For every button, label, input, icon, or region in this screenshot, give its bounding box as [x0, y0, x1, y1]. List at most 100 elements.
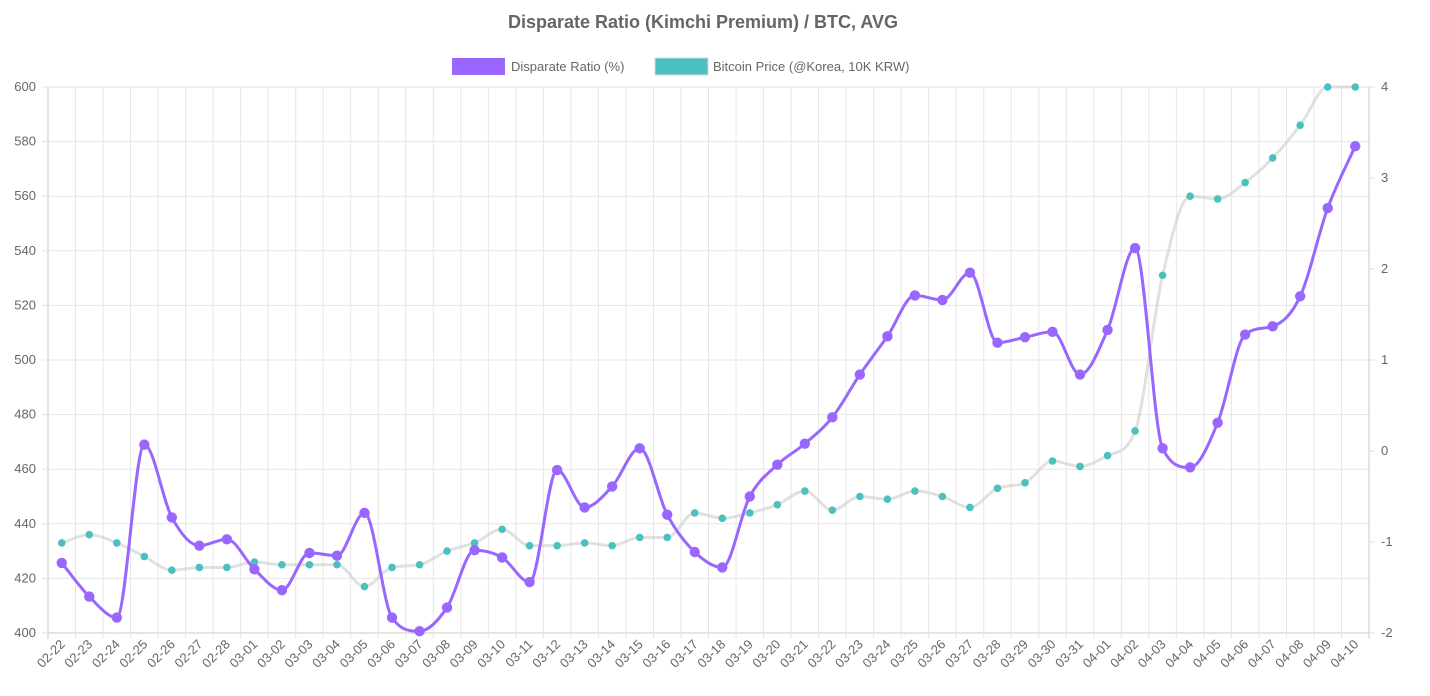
- data-point[interactable]: [1184, 462, 1196, 473]
- data-point[interactable]: [1322, 202, 1333, 214]
- data-point[interactable]: [168, 566, 176, 575]
- data-point[interactable]: [1267, 321, 1278, 332]
- data-point[interactable]: [1296, 121, 1304, 130]
- data-point[interactable]: [1239, 329, 1251, 340]
- data-point[interactable]: [304, 547, 315, 559]
- data-point[interactable]: [1212, 417, 1223, 428]
- data-point[interactable]: [966, 503, 974, 512]
- data-point[interactable]: [1103, 451, 1112, 460]
- legend-item-bitcoin-price[interactable]: Bitcoin Price (@Korea, 10K KRW): [654, 57, 909, 76]
- legend-swatch-bitcoin-price: [654, 57, 709, 76]
- data-point[interactable]: [386, 612, 398, 623]
- data-point[interactable]: [1129, 242, 1141, 254]
- data-point[interactable]: [689, 546, 700, 558]
- data-point[interactable]: [415, 560, 424, 569]
- data-point[interactable]: [195, 563, 204, 572]
- data-point[interactable]: [1021, 479, 1029, 487]
- data-point[interactable]: [388, 563, 396, 572]
- data-point[interactable]: [827, 412, 838, 423]
- data-point[interactable]: [1047, 326, 1058, 337]
- data-point[interactable]: [773, 500, 782, 509]
- data-point[interactable]: [166, 512, 178, 523]
- data-point[interactable]: [580, 539, 589, 547]
- data-point[interactable]: [911, 487, 919, 495]
- data-point[interactable]: [1157, 443, 1168, 454]
- data-point[interactable]: [717, 562, 728, 573]
- data-point[interactable]: [525, 541, 534, 550]
- data-point[interactable]: [1351, 83, 1360, 91]
- data-point[interactable]: [690, 509, 699, 517]
- data-point[interactable]: [1076, 462, 1084, 471]
- data-point[interactable]: [470, 539, 479, 547]
- data-point[interactable]: [801, 487, 809, 495]
- data-point[interactable]: [85, 530, 94, 539]
- data-point[interactable]: [249, 564, 260, 575]
- data-point[interactable]: [662, 509, 673, 520]
- data-point[interactable]: [856, 492, 864, 501]
- data-point[interactable]: [276, 585, 288, 596]
- data-point[interactable]: [414, 625, 425, 637]
- data-point[interactable]: [938, 492, 947, 501]
- data-point[interactable]: [854, 369, 866, 380]
- data-point[interactable]: [606, 481, 618, 492]
- data-point[interactable]: [1102, 324, 1113, 336]
- data-point[interactable]: [359, 507, 370, 519]
- data-point[interactable]: [496, 552, 508, 563]
- data-point[interactable]: [1186, 192, 1194, 200]
- data-point[interactable]: [278, 560, 286, 569]
- data-point[interactable]: [1131, 427, 1139, 435]
- data-point[interactable]: [84, 591, 95, 602]
- data-point[interactable]: [1074, 369, 1086, 380]
- data-point[interactable]: [194, 540, 205, 551]
- data-point[interactable]: [1048, 457, 1057, 465]
- data-point[interactable]: [745, 509, 754, 517]
- data-point[interactable]: [553, 541, 561, 550]
- data-point[interactable]: [441, 602, 453, 613]
- data-point[interactable]: [1241, 178, 1249, 187]
- data-point[interactable]: [331, 550, 343, 561]
- data-point[interactable]: [551, 464, 563, 476]
- data-point[interactable]: [608, 541, 616, 550]
- data-point[interactable]: [663, 533, 672, 542]
- legend-item-disparate-ratio[interactable]: Disparate Ratio (%): [452, 58, 624, 75]
- data-point[interactable]: [772, 459, 783, 470]
- data-point[interactable]: [360, 582, 369, 591]
- data-point[interactable]: [1350, 140, 1361, 152]
- data-point[interactable]: [111, 612, 123, 623]
- data-point[interactable]: [828, 506, 837, 514]
- data-point[interactable]: [223, 563, 231, 572]
- data-point[interactable]: [1294, 291, 1306, 302]
- data-point[interactable]: [1268, 154, 1277, 162]
- data-point[interactable]: [634, 443, 645, 454]
- data-point[interactable]: [635, 533, 644, 542]
- data-point[interactable]: [1213, 195, 1222, 203]
- data-point[interactable]: [1323, 83, 1332, 91]
- data-point[interactable]: [992, 337, 1003, 348]
- data-point[interactable]: [1019, 332, 1031, 343]
- x-tick-label: 02-23: [61, 637, 95, 671]
- data-point[interactable]: [744, 491, 755, 502]
- data-point[interactable]: [909, 290, 921, 301]
- data-point[interactable]: [113, 539, 121, 547]
- data-point[interactable]: [56, 557, 67, 569]
- data-point[interactable]: [882, 331, 893, 342]
- data-point[interactable]: [498, 525, 506, 534]
- data-point[interactable]: [579, 502, 590, 513]
- data-point[interactable]: [221, 534, 233, 545]
- data-point[interactable]: [937, 294, 948, 306]
- data-point[interactable]: [799, 438, 811, 449]
- data-point[interactable]: [469, 544, 480, 556]
- data-point[interactable]: [333, 560, 341, 569]
- data-point[interactable]: [993, 484, 1002, 493]
- data-point[interactable]: [57, 539, 66, 547]
- data-point[interactable]: [883, 495, 892, 504]
- data-point[interactable]: [1158, 271, 1167, 280]
- data-point[interactable]: [305, 560, 314, 569]
- data-point[interactable]: [718, 514, 727, 523]
- data-point[interactable]: [964, 267, 976, 278]
- data-point[interactable]: [140, 552, 149, 561]
- data-point[interactable]: [524, 576, 535, 588]
- data-point[interactable]: [250, 558, 259, 566]
- data-point[interactable]: [443, 547, 451, 555]
- data-point[interactable]: [139, 439, 150, 450]
